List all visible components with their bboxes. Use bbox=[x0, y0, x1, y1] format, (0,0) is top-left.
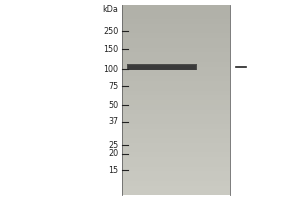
Text: 150: 150 bbox=[103, 45, 118, 53]
Bar bbox=[122, 157, 230, 162]
Bar bbox=[122, 10, 230, 15]
Bar bbox=[122, 90, 230, 95]
Bar bbox=[122, 57, 230, 62]
Text: 15: 15 bbox=[108, 166, 118, 175]
Bar bbox=[122, 176, 230, 181]
Text: 50: 50 bbox=[108, 100, 118, 110]
Bar bbox=[122, 72, 230, 76]
Bar bbox=[122, 186, 230, 190]
Bar bbox=[122, 95, 230, 100]
Bar bbox=[122, 124, 230, 128]
Bar bbox=[122, 143, 230, 147]
Bar bbox=[129, 66, 194, 69]
Text: 25: 25 bbox=[108, 140, 118, 149]
Bar bbox=[122, 190, 230, 195]
Bar bbox=[122, 162, 230, 166]
Bar bbox=[122, 129, 230, 133]
Bar bbox=[122, 105, 230, 110]
Bar bbox=[122, 148, 230, 152]
Bar bbox=[122, 81, 230, 86]
Bar bbox=[122, 67, 230, 72]
Bar bbox=[122, 19, 230, 24]
Bar bbox=[127, 64, 196, 70]
Text: 37: 37 bbox=[108, 117, 118, 127]
Bar bbox=[122, 119, 230, 124]
Text: 100: 100 bbox=[103, 64, 118, 73]
Text: 250: 250 bbox=[103, 26, 118, 36]
Bar bbox=[122, 114, 230, 119]
Bar bbox=[122, 29, 230, 33]
Bar bbox=[122, 181, 230, 186]
Bar bbox=[128, 66, 195, 69]
Bar bbox=[122, 33, 230, 38]
Bar bbox=[122, 5, 230, 10]
Bar bbox=[122, 48, 230, 52]
Bar bbox=[122, 133, 230, 138]
Bar bbox=[122, 38, 230, 43]
Bar bbox=[122, 15, 230, 19]
Bar bbox=[128, 65, 196, 70]
Bar bbox=[122, 52, 230, 57]
Bar bbox=[122, 43, 230, 48]
Text: 20: 20 bbox=[108, 150, 118, 158]
Bar bbox=[122, 110, 230, 114]
Bar bbox=[122, 166, 230, 171]
Bar bbox=[122, 171, 230, 176]
Bar bbox=[122, 24, 230, 29]
Bar bbox=[122, 76, 230, 81]
Text: kDa: kDa bbox=[103, 4, 118, 14]
Bar bbox=[122, 138, 230, 143]
Bar bbox=[122, 100, 230, 105]
Text: 75: 75 bbox=[108, 82, 118, 90]
Bar bbox=[122, 86, 230, 90]
Bar bbox=[122, 152, 230, 157]
Bar bbox=[122, 62, 230, 67]
